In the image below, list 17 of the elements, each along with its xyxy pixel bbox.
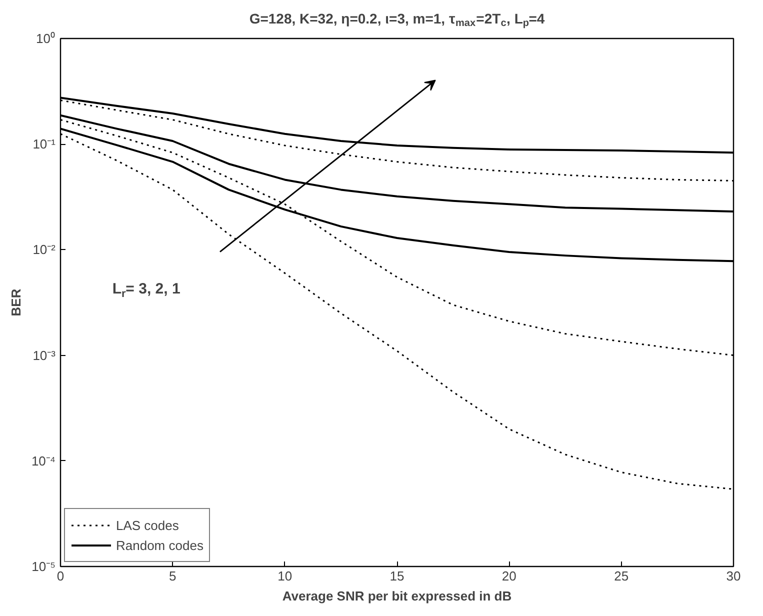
legend-label: Random codes bbox=[116, 538, 204, 552]
x-axis-title: Average SNR per bit expressed in dB bbox=[282, 588, 512, 604]
x-tick-label: 10 bbox=[278, 568, 292, 584]
y-tick-label: 10⁻¹ bbox=[32, 136, 56, 152]
x-tick-label: 25 bbox=[614, 568, 629, 584]
y-tick-label: 10⁻⁴ bbox=[31, 453, 56, 468]
x-tick-label: 20 bbox=[502, 568, 516, 584]
legend-label: LAS codes bbox=[116, 518, 179, 532]
x-tick-label: 0 bbox=[56, 568, 64, 584]
x-tick-label: 15 bbox=[390, 568, 404, 584]
y-tick-label: 10⁻⁵ bbox=[32, 559, 56, 574]
x-tick-label: 5 bbox=[169, 568, 176, 584]
y-axis-title: BER bbox=[8, 288, 24, 316]
y-tick-label: 10⁻² bbox=[32, 242, 56, 258]
y-tick-label: 10⁰ bbox=[36, 31, 56, 46]
y-tick-label: 10⁻³ bbox=[32, 348, 56, 363]
x-tick-label: 30 bbox=[726, 568, 741, 584]
